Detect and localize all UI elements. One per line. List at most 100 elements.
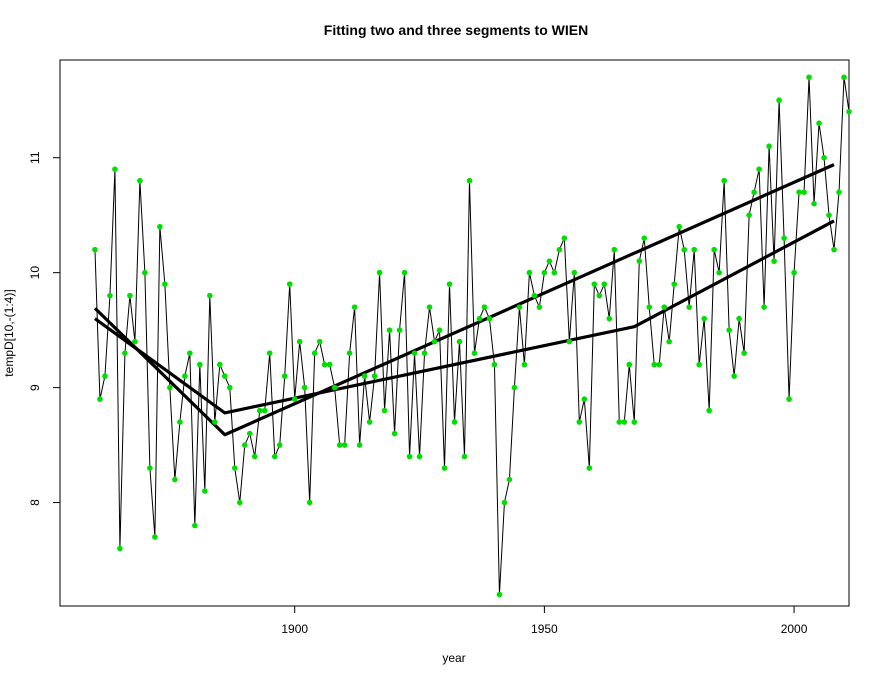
data-point (831, 246, 837, 253)
data-point (122, 350, 128, 356)
data-point (586, 465, 593, 471)
data-point (521, 361, 528, 368)
data-point (386, 327, 393, 333)
data-point (671, 281, 678, 287)
data-point (451, 419, 458, 425)
data-point (132, 338, 138, 345)
data-point (786, 396, 792, 402)
data-point (561, 235, 568, 241)
data-points (92, 74, 852, 598)
data-point (481, 304, 488, 310)
data-point (721, 177, 727, 184)
y-axis-label: tempD[10,-(1:4)] (2, 289, 16, 376)
data-point (261, 407, 268, 414)
data-point (321, 361, 328, 368)
data-point (731, 373, 737, 379)
data-point (107, 292, 113, 299)
data-point (326, 361, 333, 368)
data-point (162, 281, 168, 287)
data-point (226, 384, 233, 391)
data-point (566, 338, 573, 345)
data-point (691, 246, 697, 253)
data-point (466, 177, 473, 184)
fit-lines (93, 163, 835, 437)
data-point (841, 74, 847, 81)
data-point (276, 442, 283, 448)
data-point (486, 315, 493, 322)
data-point (471, 350, 478, 356)
data-point (331, 384, 338, 391)
y-tick-label: 10 (28, 266, 42, 280)
data-point (541, 269, 548, 276)
data-point (476, 315, 483, 322)
data-point (217, 361, 223, 368)
data-point (656, 361, 663, 368)
data-point (611, 246, 618, 253)
data-point (711, 246, 717, 253)
data-point (621, 419, 628, 425)
data-point (112, 166, 118, 172)
data-point (356, 442, 363, 448)
data-point (736, 315, 742, 322)
data-point (686, 304, 692, 310)
data-point (806, 74, 812, 81)
data-point (626, 361, 633, 368)
x-axis: 1900 1950 2000 (281, 605, 808, 636)
data-point (781, 235, 787, 241)
data-point (591, 281, 598, 287)
data-point (177, 419, 183, 425)
data-point (202, 488, 208, 494)
data-point (301, 384, 308, 391)
data-point (241, 442, 248, 448)
data-point (212, 419, 218, 425)
data-point (436, 327, 443, 333)
data-point (676, 223, 683, 230)
data-point (296, 338, 303, 345)
data-point (576, 419, 583, 425)
data-point (581, 396, 588, 402)
data-point (706, 407, 712, 414)
data-point (182, 373, 188, 379)
data-point (236, 499, 243, 506)
data-point (571, 269, 578, 276)
data-point (696, 361, 702, 368)
data-point (92, 246, 98, 253)
data-point (152, 534, 158, 540)
data-point (616, 419, 623, 425)
y-axis: 8 9 10 11 (28, 151, 61, 506)
data-point (281, 373, 288, 379)
data-point (776, 97, 782, 104)
data-point (491, 361, 498, 368)
data-point (117, 545, 123, 552)
data-point (701, 315, 707, 322)
data-point (506, 476, 513, 483)
two-segment-fit-line (93, 163, 835, 437)
three-segment-fit-line (94, 219, 835, 415)
data-point (157, 223, 163, 230)
data-point (192, 522, 198, 529)
data-point (311, 350, 318, 356)
data-point (411, 350, 418, 356)
data-line (94, 77, 850, 595)
data-point (361, 373, 368, 379)
data-point (371, 373, 378, 379)
data-point (167, 384, 173, 391)
data-point (441, 465, 448, 471)
y-tick-label: 11 (28, 151, 42, 164)
data-point (771, 258, 777, 264)
data-point (431, 338, 438, 345)
data-point (381, 407, 388, 414)
data-point (816, 120, 822, 127)
data-point (641, 235, 648, 241)
data-point (142, 269, 148, 276)
data-point (761, 304, 767, 310)
data-point (496, 591, 503, 598)
data-point (221, 373, 228, 379)
data-point (546, 258, 553, 264)
data-point (461, 453, 468, 460)
data-point (811, 200, 817, 207)
x-tick-label: 2000 (781, 622, 808, 636)
x-tick-label: 1950 (531, 622, 558, 636)
data-point (366, 419, 373, 425)
